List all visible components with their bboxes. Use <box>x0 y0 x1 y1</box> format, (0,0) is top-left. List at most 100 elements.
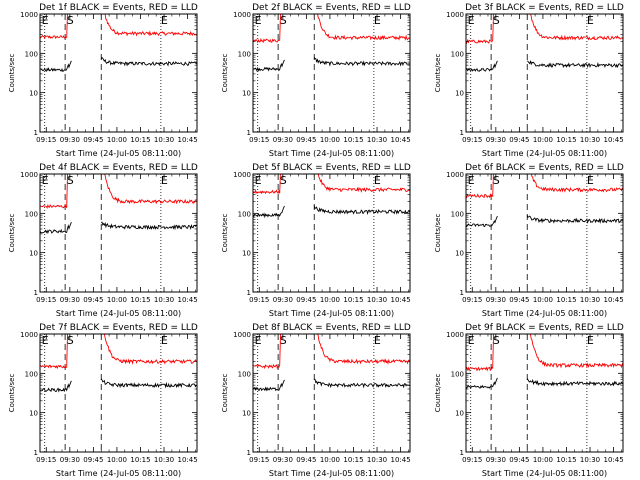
events-series-line <box>40 380 72 393</box>
y-tick-label: 1 <box>34 449 38 457</box>
y-tick-label: 1 <box>460 129 464 137</box>
panel-det-8: Det 8f BLACK = Events, RED = LLD Counts/s… <box>221 323 411 478</box>
y-axis-label: Counts/sec <box>221 54 229 93</box>
y-tick-label: 1000 <box>446 11 464 19</box>
y-tick-label: 10 <box>29 90 38 98</box>
y-tick-label: 1 <box>34 129 38 137</box>
lld-series-line <box>466 334 494 372</box>
lld-series-line <box>317 174 410 193</box>
y-tick-label: 100 <box>451 210 464 218</box>
plot-area <box>466 334 623 390</box>
events-series-line <box>100 221 197 231</box>
y-tick-label: 1000 <box>20 171 38 179</box>
x-tick-label: 10:15 <box>556 296 576 304</box>
x-tick-label: 09:30 <box>273 296 293 304</box>
events-series-line <box>466 377 498 390</box>
marker-label: E <box>468 174 475 187</box>
lld-series-line <box>317 334 410 365</box>
y-tick-label: 100 <box>451 370 464 378</box>
plot-area <box>466 174 623 228</box>
y-tick-label: 1 <box>460 289 464 297</box>
plot-area <box>253 174 410 219</box>
x-tick-label: 10:00 <box>320 136 340 144</box>
x-tick-label: 10:30 <box>154 296 174 304</box>
marker-label: S <box>67 174 74 187</box>
y-tick-label: 1000 <box>446 171 464 179</box>
lld-series-line <box>466 14 494 45</box>
x-tick-label: 09:30 <box>60 296 80 304</box>
lld-series-line <box>40 14 68 40</box>
panel-title: Det 3f BLACK = Events, RED = LLD <box>465 3 624 13</box>
x-tick-label: 09:30 <box>273 456 293 464</box>
events-series-line <box>313 205 410 216</box>
events-series-line <box>466 60 498 72</box>
y-tick-label: 1000 <box>233 11 251 19</box>
plot-frame <box>252 333 411 453</box>
x-tick-label: 09:30 <box>60 456 80 464</box>
x-tick-label: 10:30 <box>580 296 600 304</box>
x-tick-label: 10:00 <box>533 456 553 464</box>
x-tick-label: 09:45 <box>296 296 316 304</box>
x-tick-label: 10:45 <box>177 136 197 144</box>
x-tick-label: 10:30 <box>580 456 600 464</box>
x-tick-label: 10:45 <box>603 456 623 464</box>
panel-title: Det 5f BLACK = Events, RED = LLD <box>252 163 411 173</box>
y-axis-label: Counts/sec <box>221 214 229 253</box>
marker-label: E <box>161 334 168 347</box>
plot-area <box>40 14 197 73</box>
y-tick-label: 100 <box>238 210 251 218</box>
x-tick-label: 09:45 <box>509 136 529 144</box>
x-axis-label: Start Time (24-Jul-05 08:11:00) <box>482 469 607 478</box>
events-series-line <box>526 59 623 69</box>
x-tick-label: 09:30 <box>486 136 506 144</box>
x-tick-label: 09:45 <box>296 456 316 464</box>
marker-label: E <box>374 334 381 347</box>
marker-label: E <box>42 334 49 347</box>
x-tick-label: 10:45 <box>177 456 197 464</box>
x-tick-label: 09:30 <box>273 136 293 144</box>
y-tick-label: 10 <box>455 410 464 418</box>
y-axis-label: Counts/sec <box>221 374 229 413</box>
x-tick-label: 09:30 <box>486 456 506 464</box>
x-axis-label: Start Time (24-Jul-05 08:11:00) <box>482 309 607 318</box>
marker-label: S <box>493 334 500 347</box>
lld-series-line <box>103 334 197 365</box>
x-tick-label: 09:45 <box>83 456 103 464</box>
panel-title: Det 7f BLACK = Events, RED = LLD <box>39 323 198 333</box>
x-tick-label: 09:30 <box>60 136 80 144</box>
x-tick-label: 10:30 <box>367 296 387 304</box>
x-tick-label: 09:45 <box>83 296 103 304</box>
y-tick-label: 100 <box>238 370 251 378</box>
marker-label: E <box>374 14 381 27</box>
marker-label: E <box>42 14 49 27</box>
events-series-line <box>526 215 623 224</box>
y-tick-label: 1 <box>460 449 464 457</box>
marker-label: S <box>280 174 287 187</box>
y-tick-label: 100 <box>238 50 251 58</box>
panel-title: Det 9f BLACK = Events, RED = LLD <box>465 323 624 333</box>
marker-label: E <box>468 14 475 27</box>
x-axis-label: Start Time (24-Jul-05 08:11:00) <box>482 149 607 158</box>
plot-frame <box>39 333 198 453</box>
panel-det-4: Det 4f BLACK = Events, RED = LLD Counts/s… <box>8 163 198 318</box>
y-axis-label: Counts/sec <box>8 374 16 413</box>
marker-label: S <box>280 14 287 27</box>
x-axis-label: Start Time (24-Jul-05 08:11:00) <box>56 309 181 318</box>
y-tick-label: 100 <box>451 50 464 58</box>
y-tick-label: 1 <box>247 289 251 297</box>
x-tick-label: 10:15 <box>556 456 576 464</box>
x-tick-label: 09:15 <box>36 456 56 464</box>
y-tick-label: 1000 <box>20 331 38 339</box>
x-tick-label: 09:45 <box>509 296 529 304</box>
y-tick-label: 1000 <box>446 331 464 339</box>
x-tick-label: 10:45 <box>390 136 410 144</box>
x-tick-label: 09:15 <box>249 296 269 304</box>
y-tick-label: 1 <box>34 289 38 297</box>
y-tick-label: 10 <box>242 250 251 258</box>
lld-series-line <box>253 14 281 44</box>
plot-frame <box>39 13 198 133</box>
lld-series-line <box>317 14 410 41</box>
marker-label: E <box>255 174 262 187</box>
marker-label: E <box>587 174 594 187</box>
panel-det-9: Det 9f BLACK = Events, RED = LLD Counts/s… <box>434 323 624 478</box>
